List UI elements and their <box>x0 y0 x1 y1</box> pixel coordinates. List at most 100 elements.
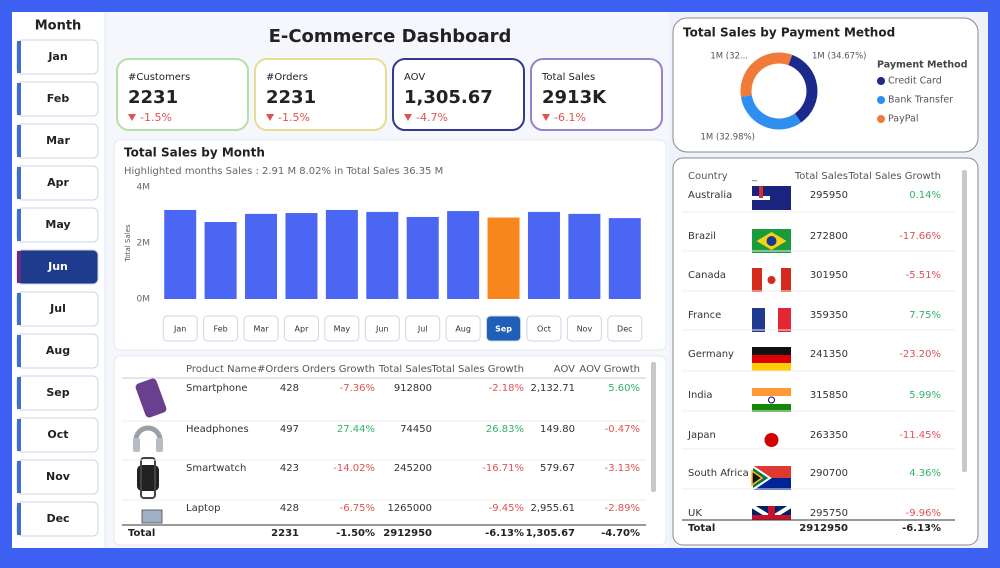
month-filter-button[interactable] <box>566 315 602 342</box>
month-label: Sep <box>46 386 69 399</box>
table-cell: 5.60% <box>608 383 640 394</box>
y-tick-label: 4M <box>137 183 151 193</box>
table-cell: 428 <box>280 383 299 394</box>
legend-title: Payment Method <box>877 60 968 71</box>
table-cell: -14.02% <box>333 463 375 474</box>
month-filter-button[interactable] <box>526 315 562 342</box>
kpi-card <box>116 58 249 131</box>
table-cell: France <box>688 310 721 321</box>
bar <box>204 222 237 299</box>
bar <box>487 217 520 299</box>
month-filter-button[interactable] <box>607 315 643 342</box>
kpi-value: 1,305.67 <box>404 87 493 108</box>
bar <box>447 211 480 299</box>
month-label: Jun <box>47 260 68 273</box>
table-cell: 1265000 <box>387 503 432 514</box>
column-header: Total Sales <box>794 171 848 182</box>
table-cell: 149.80 <box>540 424 575 435</box>
x-tick-label: Jul <box>417 325 428 334</box>
y-tick-label: 2M <box>137 239 151 249</box>
x-tick-label: Dec <box>617 325 632 334</box>
x-tick-label: Aug <box>455 325 471 334</box>
column-header: Product Name <box>186 364 257 375</box>
month-filter-button[interactable] <box>283 315 319 342</box>
flag-part <box>778 308 791 332</box>
donut-card <box>672 17 979 153</box>
table-cell: 263350 <box>810 430 848 441</box>
table-cell: Canada <box>688 270 726 281</box>
month-label: May <box>45 218 70 231</box>
table-cell: 26.83% <box>486 424 524 435</box>
data-label: 1M (32... <box>710 52 748 62</box>
table-cell: -0.47% <box>605 424 640 435</box>
flag-part <box>752 355 791 363</box>
total-band <box>678 520 960 538</box>
table-cell: 295750 <box>810 508 848 519</box>
flag-part <box>781 268 791 292</box>
table-cell: 290700 <box>810 468 848 479</box>
table-cell: -16.71% <box>482 463 524 474</box>
table-cell: 428 <box>280 503 299 514</box>
smartwatch-image <box>137 465 159 491</box>
table-cell: -6.75% <box>340 503 375 514</box>
table-cell: Japan <box>687 430 716 441</box>
button-accent <box>17 167 21 199</box>
table-cell: -3.13% <box>605 463 640 474</box>
total-cell: -4.70% <box>601 528 640 539</box>
month-label: Mar <box>46 134 70 147</box>
button-accent <box>17 209 21 241</box>
column-header: Orders Growth <box>302 364 375 375</box>
table-cell: 423 <box>280 463 299 474</box>
bar <box>164 209 197 299</box>
month-filter-button[interactable] <box>486 315 522 342</box>
table-cell: 2,955.61 <box>530 503 575 514</box>
table-cell: -7.36% <box>340 383 375 394</box>
table-cell: 295950 <box>810 190 848 201</box>
month-filter-button[interactable] <box>405 315 441 342</box>
down-arrow <box>128 114 136 121</box>
table-cell: -2.18% <box>489 383 524 394</box>
table-cell: 241350 <box>810 349 848 360</box>
legend-swatch <box>877 96 885 104</box>
scrollbar[interactable] <box>651 362 656 492</box>
column-header: #Orders <box>257 364 299 375</box>
kpi-change: -1.5% <box>140 111 172 124</box>
table-cell: Laptop <box>186 503 220 514</box>
month-filter-button[interactable] <box>324 315 360 342</box>
button-accent <box>17 293 21 325</box>
flag-part <box>752 268 762 292</box>
bar <box>325 209 358 299</box>
button-accent <box>17 251 21 283</box>
x-tick-label: Feb <box>214 325 228 334</box>
kpi-value: 2913K <box>542 87 607 108</box>
table-cell: India <box>688 390 713 401</box>
month-label: Dec <box>46 512 69 525</box>
month-filter-button[interactable] <box>243 315 279 342</box>
x-tick-label: May <box>334 325 351 334</box>
table-cell: Brazil <box>688 231 716 242</box>
x-tick-label: Oct <box>537 325 551 334</box>
bar <box>527 211 560 299</box>
country-card <box>672 157 979 546</box>
table-cell: -23.20% <box>899 349 941 360</box>
kpi-card <box>392 58 525 131</box>
month-filter-button[interactable] <box>364 315 400 342</box>
bar <box>366 211 399 299</box>
kpi-label: Total Sales <box>541 72 595 83</box>
data-label: 1M (32.98%) <box>701 133 756 143</box>
table-cell: 4.36% <box>909 468 941 479</box>
month-filter-button[interactable] <box>445 315 481 342</box>
month-filter-button[interactable] <box>162 315 198 342</box>
y-axis-label: Total Sales <box>124 224 132 263</box>
icon-part <box>133 438 140 452</box>
table-cell: -9.96% <box>906 508 941 519</box>
x-tick-label: Mar <box>253 325 269 334</box>
flag-part <box>752 404 791 412</box>
month-filter-button[interactable] <box>203 315 239 342</box>
down-arrow <box>404 114 412 121</box>
chart-title: Total Sales by Month <box>124 146 265 160</box>
table-cell: 27.44% <box>337 424 375 435</box>
month-label: Jan <box>47 50 67 63</box>
scrollbar[interactable] <box>962 170 967 472</box>
legend-swatch <box>877 115 885 123</box>
